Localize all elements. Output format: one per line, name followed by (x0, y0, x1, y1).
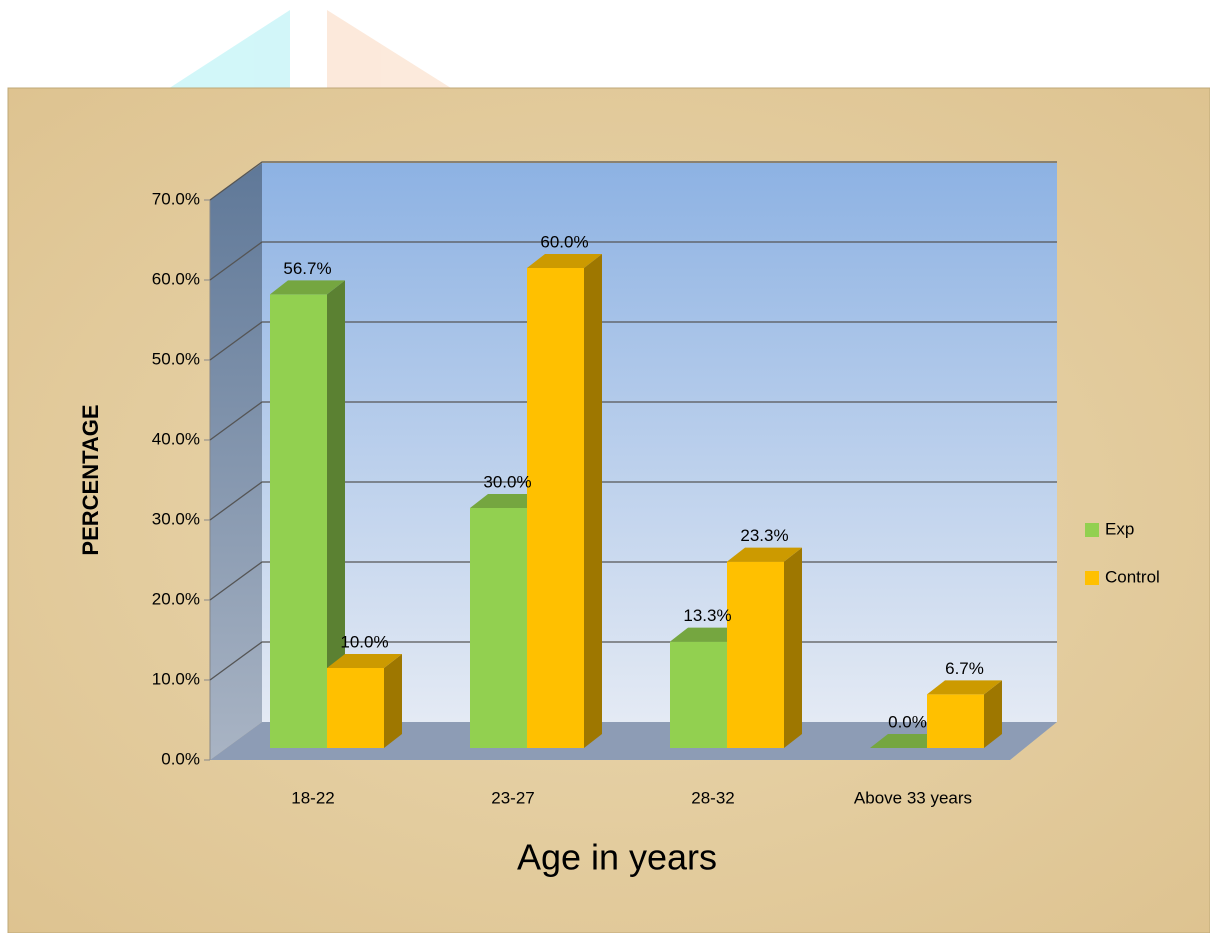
legend-swatch (1085, 523, 1099, 537)
bar-top (527, 254, 602, 268)
data-label: 60.0% (540, 232, 588, 251)
legend-swatch (1085, 571, 1099, 585)
bar-side (984, 680, 1002, 748)
bar-top (327, 654, 402, 668)
data-label: 23.3% (740, 526, 788, 545)
y-axis-label: PERCENTAGE (78, 404, 103, 555)
bar (270, 294, 327, 748)
y-tick-label: 70.0% (152, 189, 200, 208)
x-tick-label: Above 33 years (854, 788, 972, 807)
side-wall (210, 163, 262, 760)
bar-top (670, 627, 745, 642)
bar-side (327, 280, 345, 748)
bar-side (384, 654, 402, 748)
bar (727, 561, 784, 748)
grid-line (209, 401, 1057, 441)
y-tick-label: 10.0% (152, 669, 200, 688)
bar-side (784, 547, 802, 748)
data-label: 10.0% (340, 632, 388, 651)
bar (670, 641, 727, 748)
bar-top (470, 494, 545, 508)
x-tick-label: 28-32 (691, 788, 734, 807)
x-tick-label: 18-22 (291, 788, 334, 807)
data-label: 13.3% (683, 606, 731, 625)
y-tick-label: 0.0% (161, 749, 200, 768)
data-label: 30.0% (483, 472, 531, 491)
grid-line (209, 321, 1057, 361)
y-tick-label: 40.0% (152, 429, 200, 448)
floor (210, 722, 1057, 760)
data-label: 6.7% (945, 659, 984, 678)
x-tick-label: 23-27 (491, 788, 534, 807)
bar (470, 508, 527, 748)
bar (327, 668, 384, 748)
grid-line (209, 161, 1057, 201)
bar (527, 268, 584, 748)
legend-label: Exp (1105, 519, 1134, 538)
bar-top (927, 680, 1002, 695)
y-tick-label: 30.0% (152, 509, 200, 528)
grid-line (209, 241, 1057, 281)
y-tick-label: 20.0% (152, 589, 200, 608)
data-label: 0.0% (888, 712, 927, 731)
bar (927, 694, 984, 748)
bar-top (727, 547, 802, 562)
data-label: 56.7% (283, 259, 331, 278)
x-axis-label: Age in years (517, 837, 717, 878)
back-wall (262, 163, 1057, 722)
y-tick-label: 60.0% (152, 269, 200, 288)
bar-top (870, 734, 945, 748)
grid-line (209, 481, 1057, 521)
y-tick-label: 50.0% (152, 349, 200, 368)
bar-side (584, 254, 602, 748)
legend-label: Control (1105, 567, 1160, 586)
bar-top (270, 280, 345, 295)
